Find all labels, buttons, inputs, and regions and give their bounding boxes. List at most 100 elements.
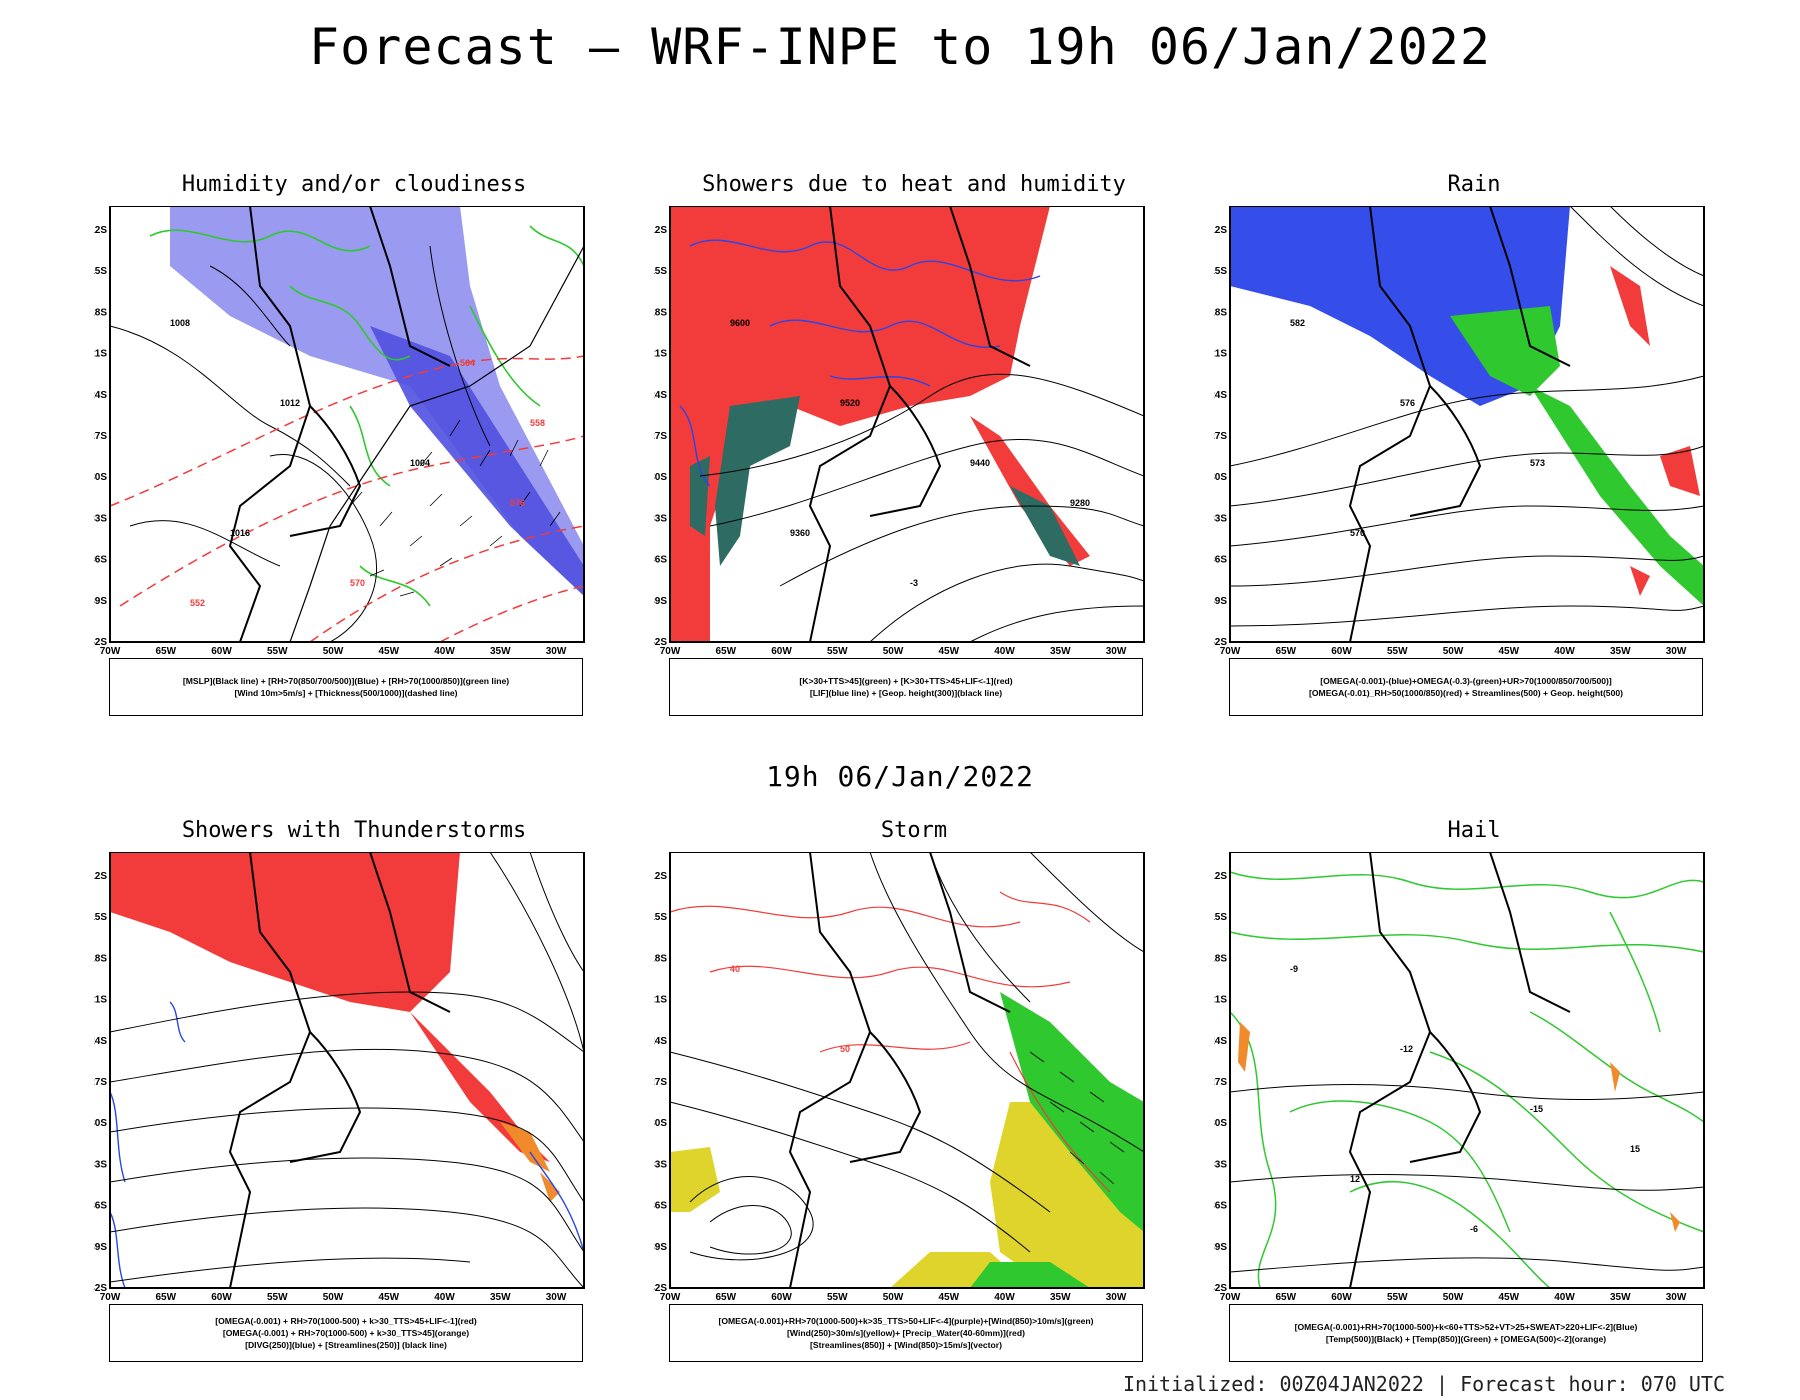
lat-tick-label: 24S [654, 390, 667, 401]
legend-line: [MSLP](Black line) + [RH>70(850/700/500)… [182, 676, 510, 686]
lat-tick-label: 18S [654, 953, 667, 964]
contour-label: 12 [1350, 1174, 1360, 1184]
lon-tick-label: 40W [434, 646, 455, 656]
streamlines-250 [109, 852, 585, 1289]
lon-tick-label: 65W [715, 1292, 736, 1302]
legend: [MSLP](Black line) + [RH>70(850/700/500)… [109, 658, 583, 716]
lat-tick-label: 42S [1214, 637, 1227, 648]
lat-tick-label: 33S [94, 1159, 107, 1170]
legend-line: [OMEGA(-0.001)+RH>70(1000-500)+k<60+TTS>… [1294, 1322, 1638, 1332]
contour-label: 552 [190, 598, 205, 608]
lat-tick-label: 42S [1214, 1283, 1227, 1294]
lat-tick-label: 18S [1214, 953, 1227, 964]
map-showers-heat: 12S 15S 18S 21S 24S 27S 30S 33S 36S 39S 42S70W 65W 6… [654, 206, 1145, 656]
lat-tick-label: 39S [654, 596, 667, 607]
lon-tick-label: 40W [994, 1292, 1015, 1302]
panel-hail: Hail 12S 15S 18S 21S 24S 27S 30S 33S 36S 39S 42S70… [1214, 818, 1734, 1388]
contour-label: 570 [350, 578, 365, 588]
main-title: Forecast — WRF-INPE to 19h 06/Jan/2022 [309, 18, 1491, 76]
panel-showers-heat: Showers due to heat and humidity 12S15S1… [654, 172, 1174, 742]
lon-tick-label: 40W [1554, 646, 1575, 656]
lon-tick-label: 65W [715, 646, 736, 656]
lon-tick-label: 55W [267, 646, 288, 656]
lon-tick-label: 45W [938, 1292, 959, 1302]
map-thunderstorms: 12S 15S 18S 21S 24S 27S 30S 33S 36S 39S 42S70W 65W 6… [94, 852, 585, 1302]
contour-label: -9 [1290, 964, 1298, 974]
lon-tick-label: 30W [1106, 646, 1127, 656]
country-borders [228, 852, 451, 1289]
lat-tick-label: 12S [654, 225, 667, 236]
lon-tick-label: 55W [267, 1292, 288, 1302]
lat-tick-label: 12S [94, 225, 107, 236]
lat-tick-label: 36S [94, 1201, 107, 1212]
thunderstorm-red-fill [110, 852, 550, 1162]
precip-water-red-lines [669, 891, 1111, 1193]
lon-tick-label: 35W [1050, 1292, 1071, 1302]
lat-tick-label: 12S [1214, 871, 1227, 882]
lon-tick-label: 40W [994, 646, 1015, 656]
contour-label: 1004 [410, 458, 430, 468]
lat-tick-label: 30S [94, 1118, 107, 1129]
panel-rain: Rain 12S 15S 18S 21S 24S 27S 30S 33S 36S 39S 42S70… [1214, 172, 1734, 742]
lon-tick-label: 60W [771, 1292, 792, 1302]
panel-title: Showers due to heat and humidity [702, 172, 1126, 197]
lon-tick-label: 50W [1443, 1292, 1464, 1302]
lon-tick-label: 45W [378, 1292, 399, 1302]
thickness-dashed [109, 355, 585, 643]
contour-label: 570 [1350, 528, 1365, 538]
contour-label: 1016 [230, 528, 250, 538]
lon-tick-label: 55W [827, 646, 848, 656]
lon-tick-label: 35W [490, 646, 511, 656]
legend-line: [Temp(500)](Black) + [Temp(850)](Green) … [1325, 1334, 1607, 1344]
legend-line: [Streamlines(850)] + [Wind(850)>15m/s](v… [810, 1340, 1002, 1350]
lon-tick-label: 35W [1610, 1292, 1631, 1302]
legend-line: [K>30+TTS>45](green) + [K>30+TTS>45+LIF<… [799, 676, 1013, 686]
contour-label: 576 [510, 498, 525, 508]
country-borders [228, 206, 451, 643]
lat-tick-label: 24S [654, 1036, 667, 1047]
lon-tick-label: 70W [1220, 1292, 1241, 1302]
lat-tick-label: 39S [94, 1242, 107, 1253]
lat-tick-label: 15S [94, 266, 107, 277]
lon-tick-label: 65W [1275, 1292, 1296, 1302]
lon-tick-label: 70W [660, 1292, 681, 1302]
lat-tick-label: 15S [1214, 266, 1227, 277]
lat-tick-label: 21S [94, 349, 107, 360]
lat-tick-label: 27S [94, 1077, 107, 1088]
lon-tick-label: 35W [490, 1292, 511, 1302]
lon-tick-label: 50W [1443, 646, 1464, 656]
contour-label: 9600 [730, 318, 750, 328]
lon-tick-label: 45W [938, 646, 959, 656]
contour-label: 15 [1630, 1144, 1640, 1154]
contour-label: 558 [530, 418, 545, 428]
lon-tick-label: 50W [883, 1292, 904, 1302]
panel-title: Humidity and/or cloudiness [181, 172, 527, 197]
lat-tick-label: 33S [1214, 1159, 1227, 1170]
country-borders [1348, 852, 1571, 1289]
divg-blue-lines [109, 1001, 585, 1289]
legend-line: [LIF](blue line) + [Geop. height(300)](b… [809, 688, 1003, 698]
wind850-vectors [1029, 1051, 1125, 1185]
panel-title: Hail [1447, 818, 1501, 843]
lat-tick-label: 30S [654, 472, 667, 483]
map-rain: 12S 15S 18S 21S 24S 27S 30S 33S 36S 39S 42S70W 65W 6… [1214, 206, 1705, 656]
lat-tick-label: 18S [94, 307, 107, 318]
lat-tick-label: 33S [1214, 513, 1227, 524]
legend-line: [OMEGA(-0.01)_RH>50(1000/850)(red) + Str… [1308, 688, 1624, 698]
panel-title: Storm [880, 818, 948, 843]
lat-tick-label: 24S [94, 390, 107, 401]
lon-tick-label: 60W [1331, 646, 1352, 656]
lon-tick-label: 70W [660, 646, 681, 656]
lon-tick-label: 30W [546, 646, 567, 656]
panel-humidity: Humidity and/or cloudiness 12S 15S 18S 21S 2… [94, 172, 614, 742]
panel-thunderstorms: Showers with Thunderstorms 12S 15S 18S 21S 2… [94, 818, 614, 1388]
lat-tick-label: 15S [94, 912, 107, 923]
lat-tick-label: 33S [654, 1159, 667, 1170]
lon-tick-label: 55W [827, 1292, 848, 1302]
lat-tick-label: 36S [1214, 555, 1227, 566]
country-borders [788, 852, 1011, 1289]
legend-line: [Wind 10m>5m/s] + [Thickness(500/1000)](… [234, 688, 458, 698]
lat-tick-label: 30S [1214, 472, 1227, 483]
legend-line: [OMEGA(-0.001) + RH>70(1000-500) + k>30_… [222, 1328, 470, 1338]
lon-tick-label: 70W [100, 646, 121, 656]
